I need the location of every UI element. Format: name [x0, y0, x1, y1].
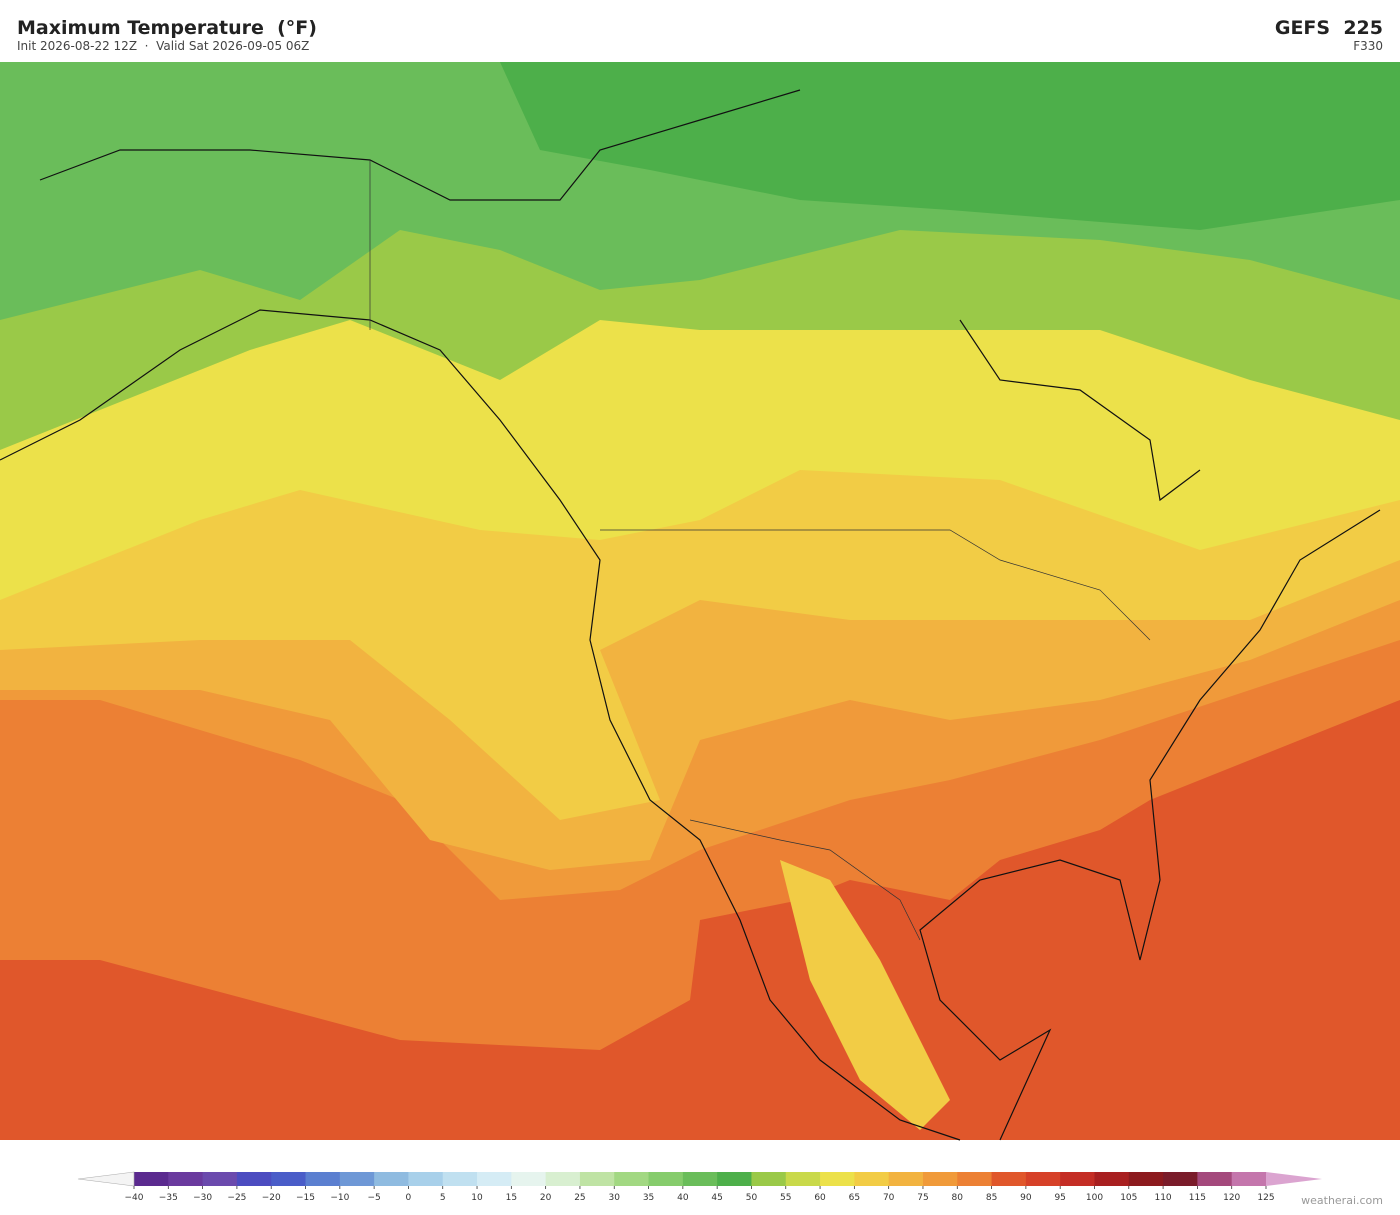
tick-label: 5	[440, 1193, 446, 1203]
tick-label: 20	[540, 1193, 552, 1203]
tick-label: 90	[1020, 1193, 1032, 1203]
colorbar-segment	[854, 1172, 890, 1186]
colorbar-segment	[1025, 1172, 1061, 1186]
tick-label: 55	[780, 1193, 791, 1203]
step: F330	[1353, 39, 1383, 53]
tick-label: 60	[814, 1193, 826, 1203]
credit: weatherai.com	[1301, 1194, 1383, 1207]
field	[500, 62, 1400, 230]
tick-label: 50	[746, 1193, 758, 1203]
colorbar-under	[77, 1171, 135, 1187]
tick-label: 0	[406, 1193, 412, 1203]
colorbar-segment	[991, 1172, 1027, 1186]
subtitle: Init 2026-08-22 12Z · Valid Sat 2026-09-…	[17, 39, 309, 53]
tick-label: 35	[643, 1193, 654, 1203]
title: Maximum Temperature (°F)	[17, 17, 317, 39]
colorbar-segment	[305, 1172, 341, 1186]
colorbar-segment	[511, 1172, 547, 1186]
tick-label: −30	[193, 1193, 212, 1203]
colorbar-segment	[202, 1172, 238, 1186]
model: GEFS 225	[1275, 17, 1383, 39]
colorbar-segment	[1128, 1172, 1164, 1186]
tick-label: −15	[296, 1193, 315, 1203]
tick-label: 65	[849, 1193, 860, 1203]
colorbar-segment	[614, 1172, 650, 1186]
colorbar-segment	[888, 1172, 924, 1186]
tick-label: 110	[1154, 1193, 1171, 1203]
tick-label: −10	[330, 1193, 349, 1203]
tick-label: −20	[262, 1193, 281, 1203]
colorbar-segment	[717, 1172, 752, 1186]
tick-label: 115	[1189, 1193, 1206, 1203]
tick-label: 125	[1257, 1193, 1274, 1203]
colorbar-over	[1266, 1172, 1322, 1186]
tick-label: 10	[471, 1193, 483, 1203]
tick-label: −5	[367, 1193, 380, 1203]
tick-label: 100	[1086, 1193, 1103, 1203]
colorbar-segment	[682, 1172, 718, 1186]
colorbar-segment	[374, 1172, 409, 1186]
tick-label: 25	[574, 1193, 585, 1203]
colorbar-segment	[1197, 1172, 1233, 1186]
tick-label: −35	[159, 1193, 178, 1203]
colorbar-segment	[1094, 1172, 1130, 1186]
colorbar-segment	[1163, 1172, 1198, 1186]
colorbar-segment	[785, 1172, 821, 1186]
tick-label: −40	[125, 1193, 144, 1203]
field	[780, 860, 950, 1130]
colorbar: −40 −35 −30 −25 −20 −15 −10 −5 0 5 10 15 20 25 30 35 40 4…	[77, 1171, 1322, 1203]
tick-label: 85	[986, 1193, 997, 1203]
colorbar-segment	[1231, 1172, 1267, 1186]
tick-label: 30	[609, 1193, 621, 1203]
colorbar-segment	[922, 1172, 958, 1186]
colorbar-segment	[236, 1172, 272, 1186]
colorbar-segment	[339, 1172, 375, 1186]
tick-label: 15	[506, 1193, 517, 1203]
tick-label: 75	[917, 1193, 928, 1203]
colorbar-segment	[545, 1172, 581, 1186]
tick-label: 105	[1120, 1193, 1137, 1203]
colorbar-segment	[477, 1172, 512, 1186]
colorbar-segment	[957, 1172, 993, 1186]
map	[0, 62, 1400, 1141]
tick-label: 40	[677, 1193, 689, 1203]
colorbar-segment	[134, 1172, 169, 1186]
colorbar-segment	[1060, 1172, 1095, 1186]
colorbar-segment	[820, 1172, 855, 1186]
colorbar-segment	[751, 1172, 787, 1186]
tick-label: −25	[227, 1193, 246, 1203]
colorbar-segment	[168, 1172, 204, 1186]
colorbar-segment	[648, 1172, 684, 1186]
tick-label: 45	[711, 1193, 722, 1203]
colorbar-segment	[408, 1172, 444, 1186]
colorbar-segment	[271, 1172, 307, 1186]
tick-label: 80	[952, 1193, 964, 1203]
colorbar-segment	[579, 1172, 615, 1186]
tick-label: 95	[1054, 1193, 1065, 1203]
coastline	[0, 89, 1381, 1141]
colorbar-segment	[442, 1172, 478, 1186]
tick-label: 120	[1223, 1193, 1240, 1203]
border	[369, 160, 1151, 941]
tick-label: 70	[883, 1193, 895, 1203]
